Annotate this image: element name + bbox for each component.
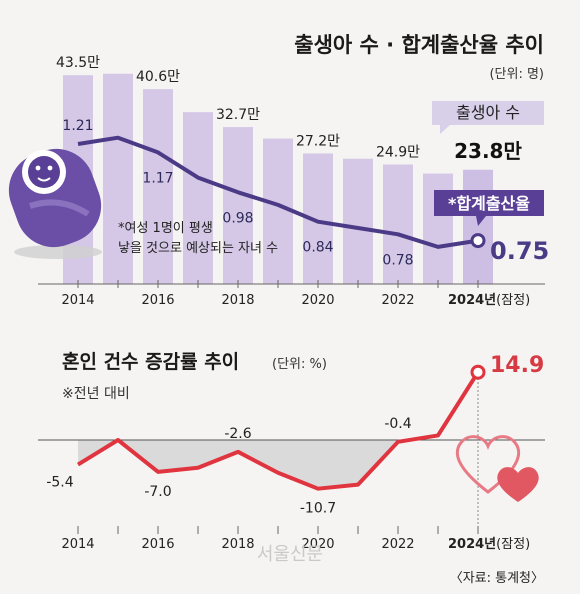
marriage-last-point [470,364,486,380]
tfr-value-label: 0.78 [382,252,413,268]
marriage-value-label: -2.6 [224,426,251,442]
tick-label: 2020 [301,293,334,308]
footnote-line-2: 낳을 것으로 예상되는 자녀 수 [118,241,278,256]
births-value-label: 32.7만 [216,107,260,123]
births-value-label: 27.2만 [296,133,340,149]
tick-label: 2016 [141,537,174,552]
top-title: 출생아 수 · 합계출산율 추이 [294,33,544,57]
births-bar-2015 [103,73,133,284]
tick-label: 2024년(잠정) [448,537,530,552]
marriage-value-label: -10.7 [300,501,336,517]
tfr-labels: 1.21 1.17 0.98 0.84 0.78 [62,118,413,268]
births-value-label: 40.6만 [136,69,180,85]
births-box-label: 출생아 수 [456,103,520,122]
tick-label: 2022 [381,293,414,308]
negative-area [78,440,398,489]
bottom-note: ※전년 대비 [62,386,130,402]
baby-icon [8,148,102,259]
bottom-title: 혼인 건수 증감률 추이 [62,350,239,373]
tick-label: 2016 [141,293,174,308]
tick-label: 2024년(잠정) [448,293,530,308]
tfr-value-label: 0.98 [222,210,253,226]
births-bar-labels: 43.5만 40.6만 32.7만 27.2만 24.9만 [56,55,420,160]
tfr-polyline [77,135,479,249]
tick-label: 2020 [301,537,334,552]
tick-suffix: (잠정) [496,293,530,308]
source: 〈자료: 통계청〉 [450,571,544,586]
tfr-box: *합계출산율 [434,190,544,226]
births-box: 출생아 수 23.8만 [432,101,544,163]
marriage-value-label: -7.0 [144,484,171,500]
marriage-area [78,440,398,489]
tfr-last-value: 0.75 [490,237,549,265]
tfr-value-label: 1.21 [62,118,93,134]
marriage-line [76,364,486,491]
marriage-value-label: -0.4 [384,416,411,432]
tfr-value-label: 1.17 [142,170,173,186]
marriage-polyline [76,371,480,491]
bottom-x-ticks: 2014 2016 2018 2020 2022 2024년(잠정) [61,526,530,552]
births-bar-2022 [383,164,413,284]
births-bar-2018 [223,127,253,284]
bottom-unit: (단위: %) [272,357,327,372]
tick-label: 2022 [381,537,414,552]
hearts-icon [455,435,539,502]
births-bar-2019 [263,138,293,284]
tfr-value-label: 0.84 [302,240,333,256]
tfr-line [77,135,486,249]
tick-suffix: (잠정) [496,537,530,552]
watermark: 서울신문 [257,544,323,565]
births-bar-2017 [183,112,213,284]
tfr-box-label: *합계출산율 [448,194,530,213]
tick-label: 2014 [61,293,94,308]
tfr-last-point [470,233,486,249]
births-value-label: 43.5만 [56,55,100,71]
births-value-label: 24.9만 [376,144,420,160]
top-x-ticks: 2014 2016 2018 2020 2022 2024년(잠정) [61,280,530,308]
top-unit: (단위: 명) [489,67,544,82]
births-bars [63,73,493,285]
marriage-last-value: 14.9 [490,353,544,378]
births-bar-2021 [343,158,373,284]
tick-label: 2018 [221,293,254,308]
tick-label: 2014 [61,537,94,552]
births-bar-2016 [143,89,173,285]
tick-label: 2018 [221,537,254,552]
births-last-value: 23.8만 [454,139,522,163]
marriage-value-label: -5.4 [46,475,73,491]
footnote-line-1: *여성 1명이 평생 [118,221,213,236]
marriage-labels: -5.4 -7.0 -2.6 -10.7 -0.4 [46,416,411,517]
births-bar-2024 [463,169,493,284]
